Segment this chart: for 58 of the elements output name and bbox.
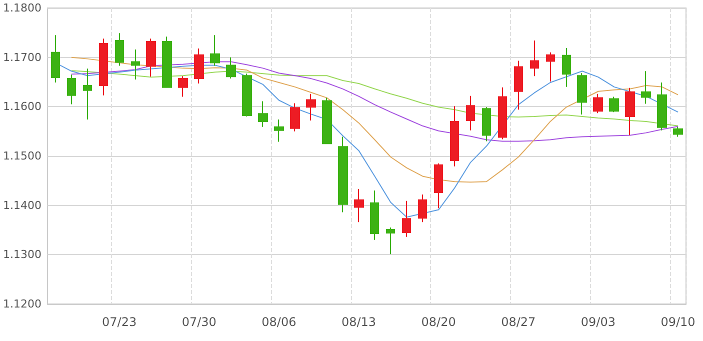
candlestick <box>322 97 332 145</box>
candlestick <box>354 188 364 223</box>
y-tick-label: 1.1600 <box>2 100 42 114</box>
candlestick <box>226 56 236 80</box>
candlestick <box>194 48 204 84</box>
candlestick <box>162 36 172 88</box>
y-tick-label: 1.1200 <box>2 298 42 310</box>
candlestick <box>51 34 60 83</box>
candlestick <box>530 40 539 77</box>
candlestick <box>146 38 156 78</box>
y-tick-label: 1.1300 <box>2 248 42 262</box>
candlestick <box>131 48 140 80</box>
x-tick-label: 09/03 <box>580 315 616 329</box>
x-tick-label: 07/30 <box>182 315 216 329</box>
candlestick <box>514 60 523 110</box>
candlestick <box>434 162 443 209</box>
candlestick <box>546 52 555 82</box>
y-tick-label: 1.1500 <box>2 150 42 162</box>
x-tick-label: 08/13 <box>341 315 376 329</box>
candlestick <box>338 136 348 213</box>
line-series <box>70 61 679 142</box>
candlestick <box>290 102 300 132</box>
candlestick <box>498 86 507 140</box>
candlestick <box>258 100 268 128</box>
x-tick-label: 07/23 <box>102 315 137 329</box>
candlestick <box>609 96 619 113</box>
candlestick <box>418 194 427 223</box>
candlestick <box>67 74 76 105</box>
candlestick <box>450 106 459 167</box>
line-series <box>70 56 679 183</box>
candlestick <box>115 32 124 66</box>
x-tick-label: 08/20 <box>421 315 456 329</box>
candlestick <box>641 70 651 104</box>
candlestick <box>370 190 379 240</box>
candlestick <box>625 87 635 136</box>
y-tick-label: 1.1400 <box>2 198 42 212</box>
candlestick <box>482 106 491 142</box>
candlestick <box>210 34 220 66</box>
candlestick <box>673 126 683 138</box>
candlestick <box>386 227 395 255</box>
x-tick-label: 08/27 <box>501 315 536 329</box>
candlestick <box>657 82 667 131</box>
candlestick <box>99 38 108 96</box>
candlestick <box>466 95 475 131</box>
candlestick <box>83 68 92 120</box>
candlestick <box>562 47 571 88</box>
candlestick <box>274 118 284 142</box>
y-tick-label: 1.1700 <box>2 50 42 64</box>
candlestick <box>577 72 587 116</box>
candlestick <box>306 93 316 121</box>
candlestick <box>593 93 603 114</box>
x-tick-label: 08/06 <box>262 315 296 329</box>
candlestick <box>402 200 411 238</box>
line-series <box>70 70 679 126</box>
candlestick <box>242 73 252 118</box>
y-tick-label: 1.1800 <box>2 2 42 14</box>
x-tick-label: 09/10 <box>660 315 696 329</box>
candlestick <box>178 76 188 98</box>
